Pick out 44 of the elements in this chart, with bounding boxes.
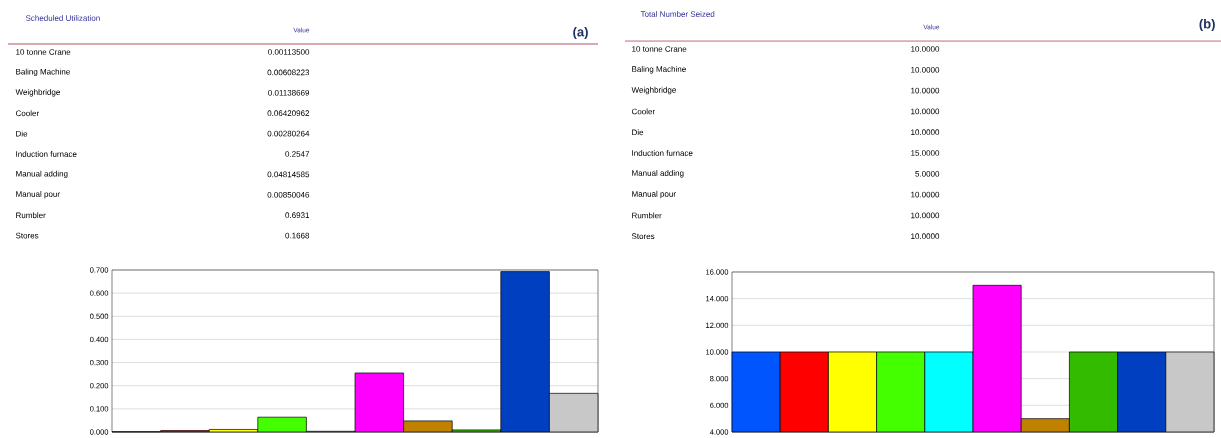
category-label: Stores <box>15 232 39 239</box>
data-label: 10.0000 <box>911 233 940 240</box>
category-label: Induction furnace <box>632 150 693 156</box>
data-label: 0.00608223 <box>267 69 310 76</box>
category-label: Die <box>16 130 28 137</box>
category-label: Manual adding <box>16 170 68 179</box>
category-label: Manual pour <box>632 190 676 199</box>
data-label: 0.01138669 <box>268 89 310 96</box>
data-label: 0.1668 <box>285 232 310 239</box>
data-label: 10.0000 <box>911 129 940 136</box>
data-label: 10.0000 <box>911 191 940 198</box>
data-label: 0.00850046 <box>267 191 310 198</box>
data-label: 0.00113500 <box>268 49 310 55</box>
category-label: Die <box>632 129 644 136</box>
category-label: Stores <box>631 233 655 240</box>
category-label: Rumbler <box>16 212 46 219</box>
category-label: Induction furnace <box>16 151 77 157</box>
data-label: 10.0000 <box>911 108 940 115</box>
text: (a) <box>573 26 588 40</box>
data-label: 0.6931 <box>285 212 310 219</box>
data-label: 0.04814585 <box>267 171 310 178</box>
data-label: 10.0000 <box>911 87 940 94</box>
data-label: 5.0000 <box>915 170 940 177</box>
text: Scheduled Utilization <box>25 15 100 21</box>
category-label: Baling Machine <box>632 66 686 74</box>
data-label: 0.00280264 <box>267 130 310 137</box>
category-label: 10 tonne Crane <box>632 46 687 52</box>
data-label: 0.2547 <box>285 151 310 157</box>
category-label: Manual adding <box>632 170 684 178</box>
data-label: 0.06420962 <box>267 110 310 117</box>
category-label: 10 tonne Crane <box>16 49 71 55</box>
data-label: 15.0000 <box>911 150 940 156</box>
category-label: Weighbridge <box>15 89 60 97</box>
text: (b) <box>1199 18 1215 32</box>
data-label: 10.0000 <box>911 46 940 52</box>
category-label: Rumbler <box>632 212 662 219</box>
data-label: 10.0000 <box>911 66 940 73</box>
category-label: Weighbridge <box>631 86 676 95</box>
category-label: Cooler <box>15 110 39 117</box>
category-label: Cooler <box>631 108 655 115</box>
category-label: Baling Machine <box>16 68 70 77</box>
category-label: Manual pour <box>16 191 60 199</box>
text: Total Number Seized <box>640 11 715 17</box>
data-label: 10.0000 <box>911 212 940 219</box>
